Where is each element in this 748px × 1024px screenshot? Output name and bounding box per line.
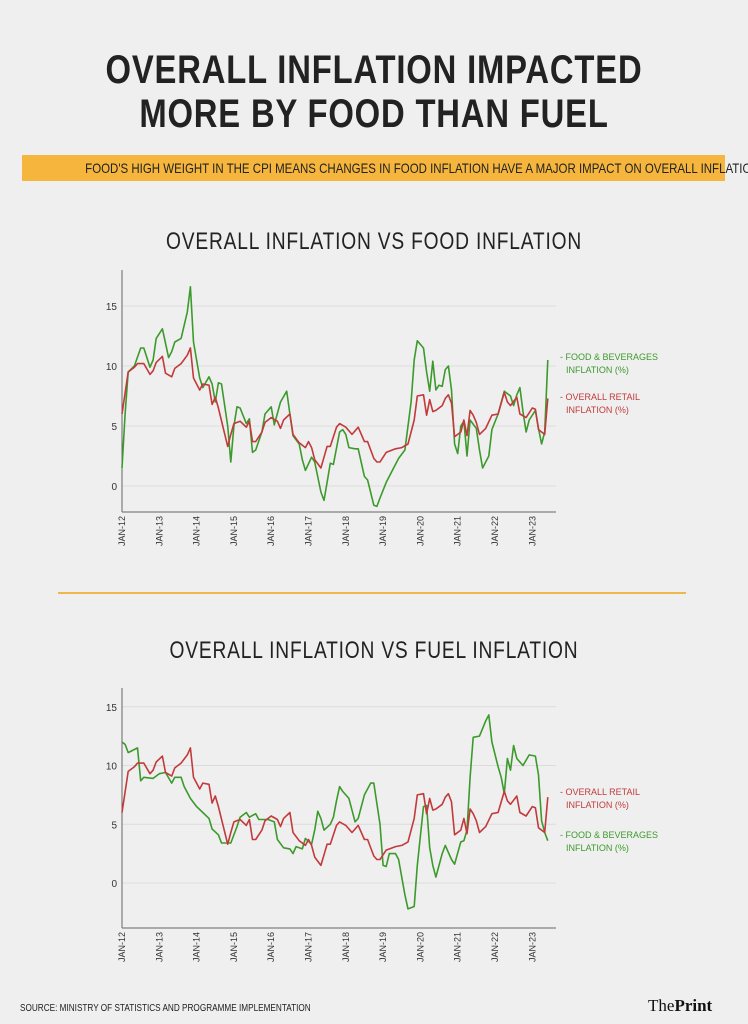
x-tick-label: JAN-23 (527, 932, 537, 962)
x-tick-label: JAN-21 (453, 516, 463, 546)
x-tick-label: JAN-19 (378, 932, 388, 962)
x-tick-label: JAN-16 (266, 516, 276, 546)
x-tick-label: JAN-13 (154, 932, 164, 962)
x-tick-label: JAN-23 (527, 516, 537, 546)
legend-label: INFLATION (%) (566, 365, 629, 375)
y-tick-label: 0 (111, 879, 117, 890)
main-title-line-2: MORE BY FOOD THAN FUEL (139, 92, 609, 136)
logo-the: The (648, 996, 675, 1015)
series-line-red (121, 347, 549, 469)
series-line-green (121, 285, 549, 508)
section-divider (58, 592, 686, 594)
x-tick-label: JAN-12 (117, 516, 127, 546)
x-tick-label: JAN-17 (304, 932, 314, 962)
legend-label: - FOOD & BEVERAGES (560, 352, 658, 362)
x-tick-label: JAN-12 (117, 932, 127, 962)
legend-label: - FOOD & BEVERAGES (560, 830, 658, 840)
series-line-green (121, 714, 549, 910)
x-tick-label: JAN-18 (341, 932, 351, 962)
x-tick-label: JAN-20 (415, 932, 425, 962)
x-tick-label: JAN-15 (229, 932, 239, 962)
series-line-red (121, 747, 549, 867)
legend-label: - OVERALL RETAIL (560, 392, 640, 402)
y-tick-label: 10 (106, 762, 118, 773)
x-tick-label: JAN-22 (490, 932, 500, 962)
x-tick-label: JAN-22 (490, 516, 500, 546)
legend-label: - OVERALL RETAIL (560, 787, 640, 797)
y-tick-label: 5 (111, 820, 117, 831)
y-tick-label: 15 (106, 703, 118, 714)
logo-print: Print (674, 996, 713, 1015)
y-tick-label: 10 (106, 362, 118, 373)
x-tick-label: JAN-15 (229, 516, 239, 546)
chart-2: 0 5 10 15 JAN-12 JAN-13 JAN-14 JAN-15 JAN-16 JAN-… (106, 688, 658, 962)
chart2-title: OVERALL INFLATION VS FUEL INFLATION (169, 637, 579, 664)
y-tick-label: 5 (111, 422, 117, 433)
legend-label: INFLATION (%) (566, 405, 629, 415)
subtitle: FOOD'S HIGH WEIGHT IN THE CPI MEANS CHAN… (85, 160, 748, 176)
x-tick-label: JAN-19 (378, 516, 388, 546)
subtitle-banner: FOOD'S HIGH WEIGHT IN THE CPI MEANS CHAN… (22, 155, 748, 181)
main-title-line-1: OVERALL INFLATION IMPACTED (105, 48, 643, 92)
x-tick-label: JAN-17 (304, 516, 314, 546)
y-tick-label: 0 (111, 482, 117, 493)
x-tick-label: JAN-21 (453, 932, 463, 962)
y-tick-label: 15 (106, 302, 118, 313)
theprint-logo: ThePrint (648, 996, 712, 1016)
x-tick-label: JAN-16 (266, 932, 276, 962)
x-tick-label: JAN-14 (192, 516, 202, 546)
legend-label: INFLATION (%) (566, 800, 629, 810)
source-note: SOURCE: MINISTRY OF STATISTICS AND PROGR… (20, 1003, 311, 1014)
chart1-title: OVERALL INFLATION VS FOOD INFLATION (166, 228, 582, 255)
x-tick-label: JAN-14 (192, 932, 202, 962)
x-tick-label: JAN-20 (415, 516, 425, 546)
legend-label: INFLATION (%) (566, 843, 629, 853)
x-tick-label: JAN-18 (341, 516, 351, 546)
x-tick-label: JAN-13 (154, 516, 164, 546)
chart-1: 0 5 10 15 JAN-12 JAN-13 JAN-14 JAN-15 JAN-16 JAN-… (106, 270, 658, 546)
